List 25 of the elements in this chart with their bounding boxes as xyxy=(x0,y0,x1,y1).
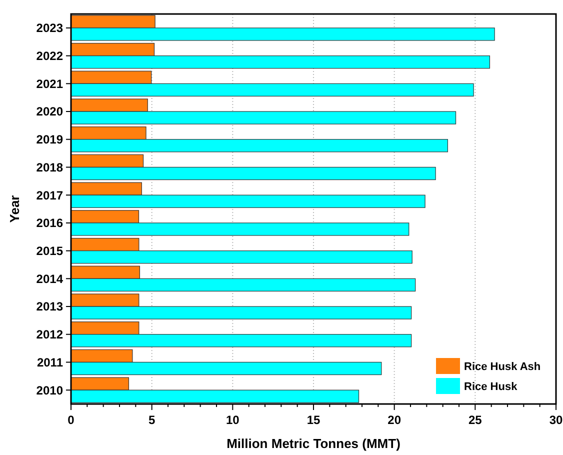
y-tick-label: 2019 xyxy=(36,132,64,147)
x-tick-label: 10 xyxy=(226,413,240,427)
x-tick-label: 25 xyxy=(468,413,482,427)
x-tick-label: 20 xyxy=(388,413,402,427)
x-tick-label: 0 xyxy=(68,413,75,427)
y-tick-label: 2018 xyxy=(36,160,64,174)
x-tick-label: 15 xyxy=(306,413,320,427)
x-tick-label: 5 xyxy=(148,413,156,427)
x-axis-title: Million Metric Tonnes (MMT) xyxy=(226,436,400,451)
y-tick-label: 2014 xyxy=(36,272,64,286)
y-tick-label: 2015 xyxy=(36,244,64,258)
y-tick-label: 2020 xyxy=(36,104,64,119)
y-tick-label: 2016 xyxy=(36,216,64,230)
legend-label: Rice Husk xyxy=(464,381,518,393)
y-tick-label: 2021 xyxy=(36,76,64,91)
y-tick-label: 2023 xyxy=(36,21,64,36)
legend-label: Rice Husk Ash xyxy=(464,361,541,373)
x-tick-label: 30 xyxy=(549,413,563,427)
y-tick-label: 2010 xyxy=(36,383,64,398)
y-tick-label: 2017 xyxy=(36,188,64,202)
y-tick-label: 2011 xyxy=(36,355,64,370)
y-tick-label: 2012 xyxy=(36,328,64,342)
y-tick-label: 2013 xyxy=(36,300,64,314)
y-axis-title: Year xyxy=(7,195,22,223)
y-tick-label: 2022 xyxy=(36,48,64,63)
